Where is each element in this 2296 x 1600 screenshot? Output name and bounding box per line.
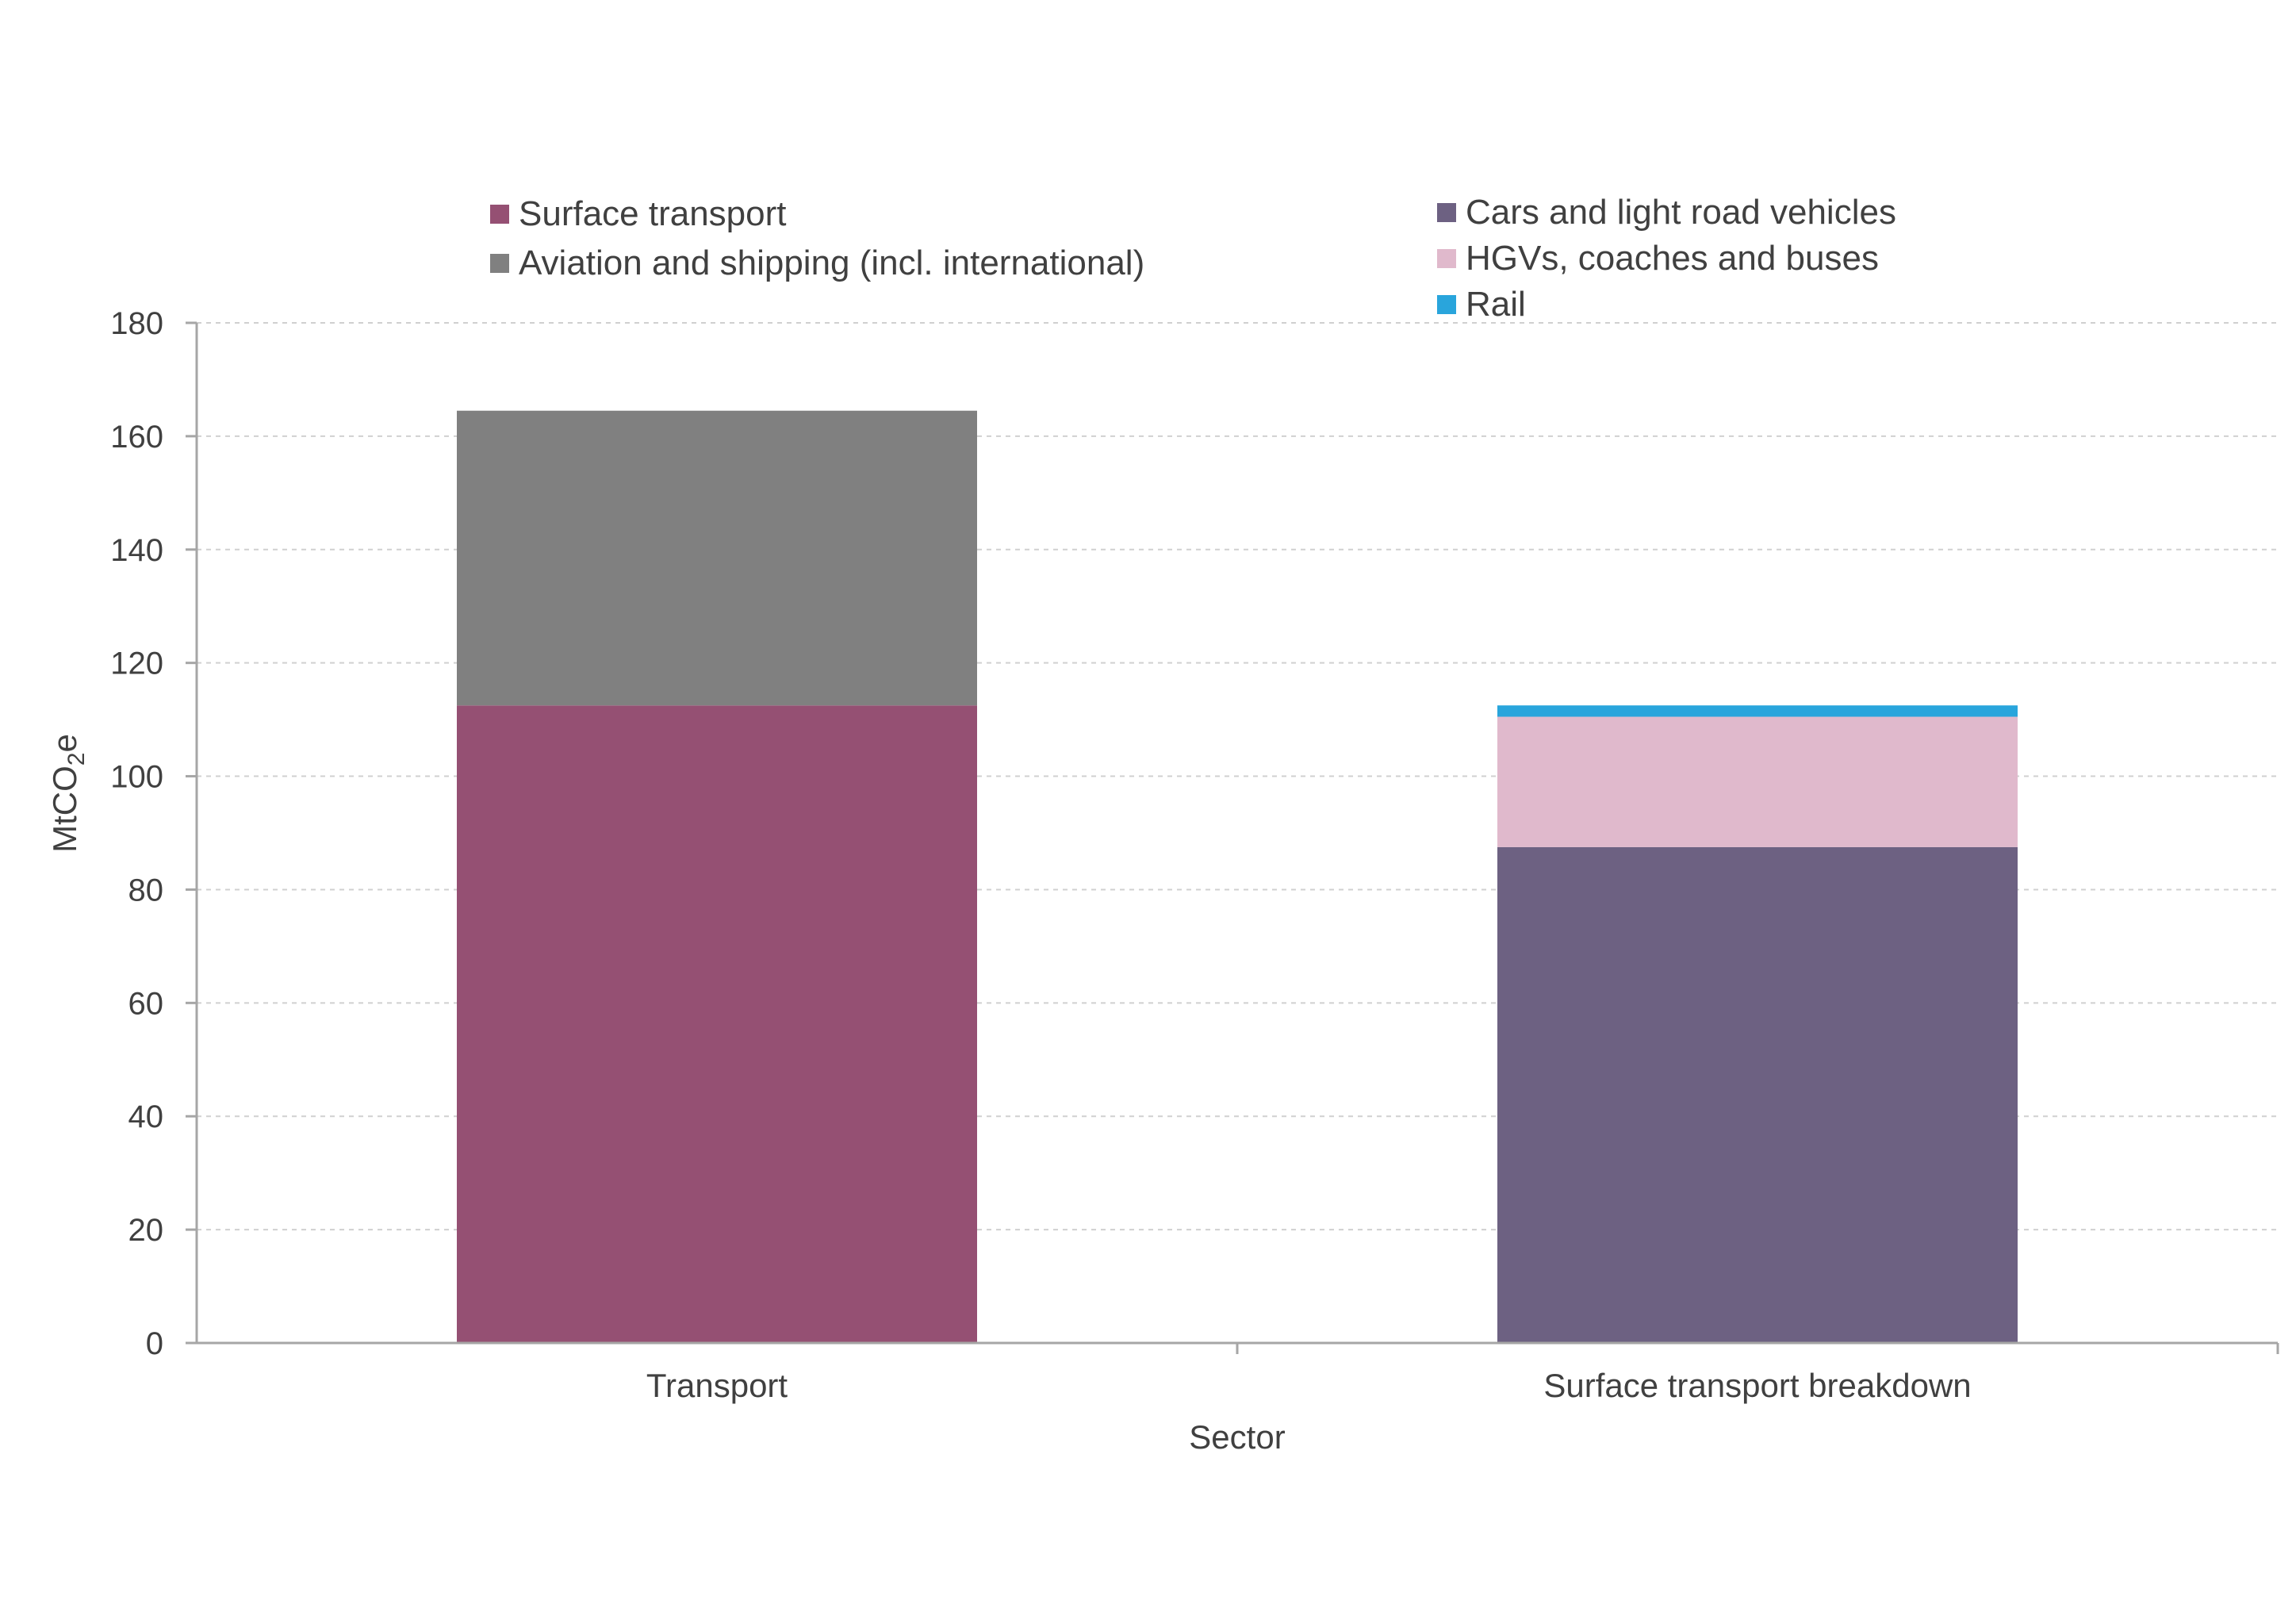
y-tick-label: 40 — [128, 1099, 164, 1134]
y-tick-label: 60 — [128, 986, 164, 1021]
legend-label: Surface transport — [519, 194, 787, 233]
legend-label: Cars and light road vehicles — [1466, 193, 1896, 232]
legend-swatch — [490, 205, 509, 224]
legend-swatch — [1437, 249, 1456, 268]
legend-swatch — [1437, 295, 1456, 314]
legend-label: HGVs, coaches and buses — [1466, 239, 1879, 278]
bars — [457, 410, 2018, 1343]
bar-segment-aviation-and-shipping-incl-international — [457, 410, 977, 706]
bar-segment-hgvs-coaches-and-buses — [1497, 716, 2018, 847]
legend: Surface transport Aviation and shipping (… — [490, 193, 1896, 324]
legend-swatch — [490, 254, 509, 273]
y-axis-title: MtCO2e — [46, 734, 90, 853]
y-tick-label: 20 — [128, 1213, 164, 1248]
y-tick-label: 160 — [110, 420, 163, 455]
legend-label: Rail — [1466, 285, 1526, 324]
legend-label: Aviation and shipping (incl. internation… — [519, 244, 1144, 282]
x-tick-label: Surface transport breakdown — [1543, 1367, 1971, 1404]
bar-segment-rail — [1497, 705, 2018, 717]
y-tick-label: 0 — [146, 1326, 163, 1361]
y-tick-label: 80 — [128, 873, 164, 907]
bar-segment-cars-and-light-road-vehicles — [1497, 846, 2018, 1343]
y-tick-label: 180 — [110, 306, 163, 341]
x-tick-labels: Transport Surface transport breakdown — [646, 1343, 2279, 1404]
bar-segment-surface-transport — [457, 705, 977, 1343]
y-tick-labels: 0 20 40 60 80 100 120 140 160 180 — [110, 306, 197, 1361]
y-tick-label: 100 — [110, 760, 163, 795]
x-tick-label: Transport — [646, 1367, 788, 1404]
legend-swatch — [1437, 203, 1456, 222]
y-tick-label: 120 — [110, 647, 163, 681]
y-tick-label: 140 — [110, 533, 163, 568]
x-axis-title: Sector — [1189, 1418, 1285, 1456]
